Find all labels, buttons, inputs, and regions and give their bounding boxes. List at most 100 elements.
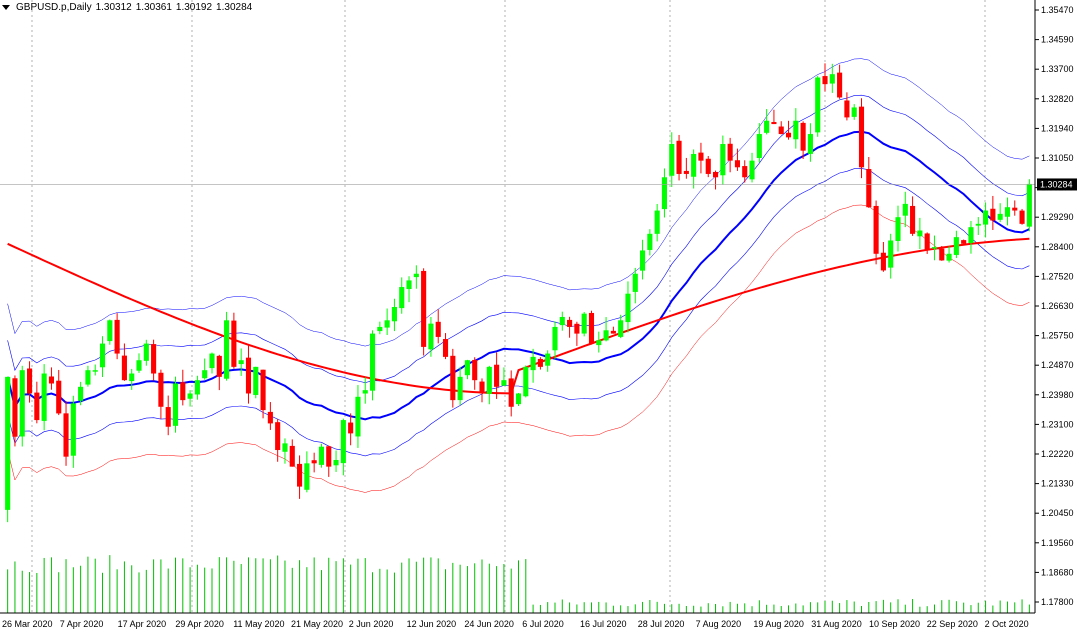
candle <box>603 317 609 342</box>
candle <box>129 368 135 390</box>
candle <box>260 369 266 419</box>
candle <box>63 401 69 466</box>
candle <box>56 369 62 416</box>
candle <box>632 267 638 304</box>
high-value: 1.30361 <box>135 2 172 13</box>
candle <box>362 377 368 404</box>
candle <box>384 308 390 336</box>
candle <box>348 413 354 446</box>
candle <box>253 366 259 399</box>
candle <box>304 451 310 493</box>
y-tick-label: 1.25750 <box>1041 331 1074 341</box>
candle <box>683 157 689 179</box>
candle <box>41 364 47 431</box>
candle <box>975 217 981 235</box>
envelope-blue-upper <box>7 94 1030 384</box>
candle <box>26 361 33 403</box>
candle <box>829 63 835 93</box>
indicator-lines <box>6 58 1030 493</box>
candle <box>691 149 697 189</box>
candle <box>1012 200 1018 216</box>
x-tick-label: 6 Jul 2020 <box>522 619 564 629</box>
candle <box>442 333 449 360</box>
candle <box>180 369 186 406</box>
candle <box>297 455 303 499</box>
candle <box>712 170 719 190</box>
candle <box>968 220 974 254</box>
price-tag-label: 1.30284 <box>1040 179 1073 189</box>
candle <box>275 418 281 462</box>
candle <box>931 235 938 261</box>
candle <box>545 350 551 372</box>
candle <box>78 381 84 406</box>
candle <box>851 104 857 120</box>
candle <box>625 281 631 333</box>
candle <box>822 63 828 92</box>
candle <box>289 439 295 467</box>
x-tick-label: 7 Apr 2020 <box>60 619 104 629</box>
candle <box>596 331 602 353</box>
y-tick-label: 1.20450 <box>1041 508 1074 518</box>
candle <box>749 152 755 183</box>
y-tick-label: 1.23980 <box>1041 390 1074 400</box>
candle <box>858 98 865 179</box>
candle <box>1019 208 1025 225</box>
candle <box>326 445 332 477</box>
candle <box>238 348 244 376</box>
candle <box>494 352 500 399</box>
x-tick-label: 2 Jun 2020 <box>349 619 394 629</box>
y-tick-label: 1.28400 <box>1041 242 1074 252</box>
candle <box>428 317 434 357</box>
candle <box>406 276 412 303</box>
candle <box>990 195 996 230</box>
candle <box>924 232 930 254</box>
candle <box>552 321 558 360</box>
x-tick-label: 11 May 2020 <box>233 619 284 629</box>
x-tick-label: 7 Aug 2020 <box>696 619 742 629</box>
candle <box>85 365 91 387</box>
x-tick-label: 28 Jul 2020 <box>638 619 685 629</box>
candle <box>1026 179 1032 232</box>
candle <box>618 314 624 339</box>
candle <box>742 160 748 183</box>
candle <box>121 343 127 381</box>
candle <box>807 123 813 162</box>
candle <box>559 311 565 331</box>
y-tick-label: 1.27520 <box>1041 271 1074 281</box>
candle <box>231 312 237 369</box>
candle <box>815 75 821 137</box>
candle <box>647 229 653 256</box>
candle <box>48 367 54 390</box>
y-tick-label: 1.26630 <box>1041 301 1074 311</box>
y-tick-label: 1.35470 <box>1041 5 1074 15</box>
candle <box>888 233 894 279</box>
candle <box>457 366 463 405</box>
candle <box>12 375 18 447</box>
candle <box>764 109 770 135</box>
dropdown-triangle-icon[interactable] <box>2 5 10 10</box>
candle <box>450 348 456 408</box>
candle <box>793 108 799 149</box>
candle <box>508 370 514 417</box>
candle <box>785 120 792 140</box>
candle <box>333 450 339 472</box>
candle <box>917 217 923 250</box>
y-tick-label: 1.24870 <box>1041 360 1074 370</box>
x-tick-label: 24 Jun 2020 <box>464 619 514 629</box>
grid-layer <box>31 0 986 613</box>
symbol-info: GBPUSD.p,Daily 1.30312 1.30361 1.30192 1… <box>2 2 252 13</box>
candle <box>464 359 470 380</box>
low-value: 1.30192 <box>175 2 213 13</box>
candle <box>581 312 587 337</box>
candle <box>837 64 843 99</box>
candle <box>676 134 682 181</box>
candle <box>895 205 901 252</box>
candle <box>778 121 784 135</box>
candle <box>399 277 405 314</box>
candle <box>1004 197 1011 226</box>
candle <box>34 381 40 424</box>
y-tick-label: 1.23100 <box>1041 419 1074 429</box>
